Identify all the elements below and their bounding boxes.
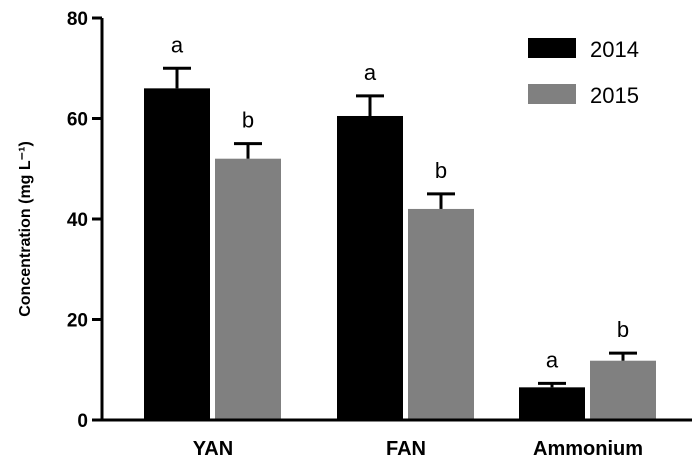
legend-label-2015: 2015: [590, 83, 639, 108]
legend-swatch-2014: [528, 38, 576, 58]
legend-swatch-2015: [528, 84, 576, 104]
bar-2015-ammonium: [590, 360, 656, 420]
x-tick-label-fan: FAN: [386, 438, 426, 460]
y-tick-label-80: 80: [67, 9, 88, 30]
bars: a b a b a b: [144, 32, 656, 421]
y-tick-label-0: 0: [77, 411, 88, 432]
sig-letter-2015-fan: b: [435, 158, 447, 183]
y-tick-label-40: 40: [67, 210, 88, 231]
x-axis: YAN FAN Ammonium: [102, 418, 692, 460]
bar-2015-fan: [408, 208, 474, 420]
bar-2014-yan: [144, 88, 210, 420]
sig-letter-2014-yan: a: [171, 32, 184, 57]
sig-letter-2015-yan: b: [242, 108, 254, 133]
legend-label-2014: 2014: [590, 37, 639, 62]
x-tick-label-ammonium: Ammonium: [533, 438, 643, 460]
sig-letter-2014-ammonium: a: [546, 347, 559, 372]
sig-letter-2014-fan: a: [364, 60, 377, 85]
x-tick-label-yan: YAN: [193, 438, 233, 460]
y-tick-label-20: 20: [67, 311, 88, 332]
y-axis-label: Concentration (mg L⁻¹): [17, 141, 34, 317]
bar-2014-fan: [337, 115, 403, 421]
sig-letter-2015-ammonium: b: [617, 317, 629, 342]
y-axis: 0 20 40 60 80: [67, 9, 104, 432]
y-tick-label-60: 60: [67, 110, 88, 131]
bar-2014-ammonium: [519, 387, 585, 420]
bar-2015-yan: [215, 158, 281, 420]
legend: 2014 2015: [528, 37, 639, 108]
